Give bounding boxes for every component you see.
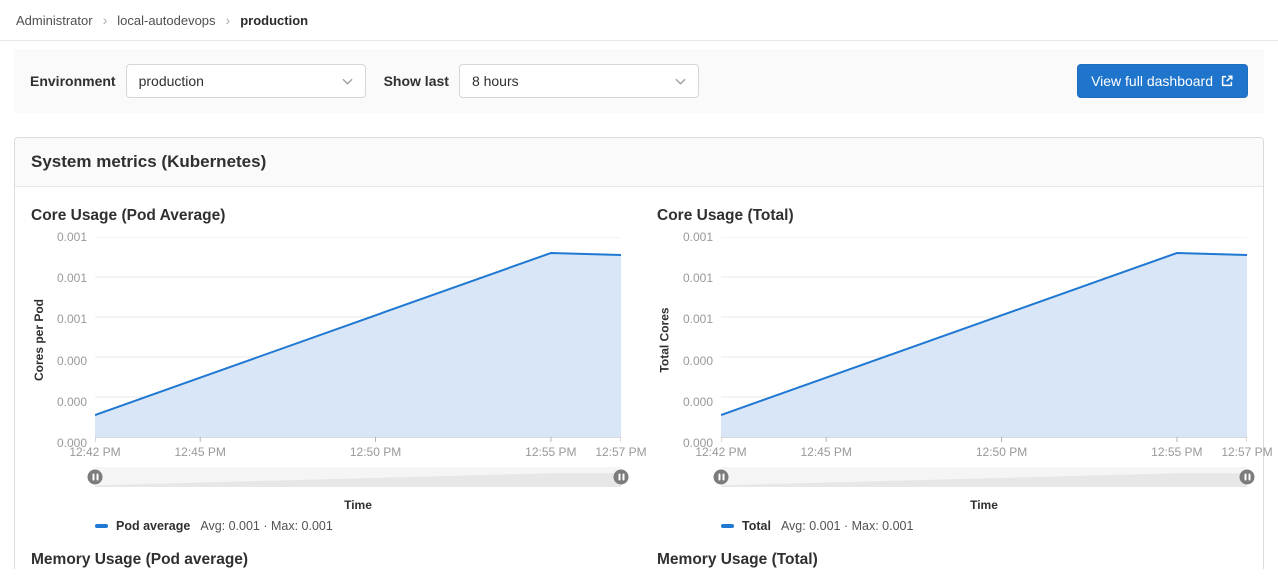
pause-icon: [718, 473, 720, 481]
y-tick-label: 0.001: [56, 312, 87, 327]
legend-series-stats: Avg: 0.001 · Max: 0.001: [200, 519, 333, 533]
y-tick-label: 0.000: [56, 394, 87, 409]
legend[interactable]: Pod average Avg: 0.001 · Max: 0.001: [95, 519, 621, 533]
pause-icon: [1244, 473, 1246, 481]
chart-core-usage-pod-average: Core Usage (Pod Average) Cores per Pod 0…: [31, 203, 647, 569]
slider-overview: [95, 473, 621, 487]
view-full-dashboard-button[interactable]: View full dashboard: [1077, 64, 1248, 98]
slider-handle-left[interactable]: [87, 469, 103, 485]
environment-label: Environment: [30, 73, 116, 89]
x-axis-tick-labels: 12:42 PM 12:45 PM 12:50 PM 12:55 PM 12:57 PM: [695, 445, 1272, 460]
next-chart-title-left: Memory Usage (Pod average): [31, 551, 249, 568]
pause-icon: [1248, 473, 1250, 481]
chart-title: Core Usage (Pod Average): [31, 207, 226, 224]
show-last-select-value: 8 hours: [471, 73, 519, 89]
breadcrumb-item-administrator[interactable]: Administrator: [16, 12, 93, 28]
y-tick-label: 0.000: [682, 394, 713, 409]
system-metrics-panel: System metrics (Kubernetes) Core Usage (…: [14, 137, 1273, 569]
chevron-down-icon: [342, 78, 353, 85]
plot-area[interactable]: [721, 237, 1247, 443]
pause-icon: [622, 473, 624, 481]
x-tick-label: 12:57 PM: [595, 445, 647, 459]
breadcrumb-separator-icon: ›: [102, 12, 108, 28]
y-tick-label: 0.000: [682, 435, 713, 450]
pause-icon: [92, 473, 94, 481]
range-slider[interactable]: [713, 467, 1255, 487]
plot-area[interactable]: [95, 237, 621, 443]
x-axis-title: Time: [344, 498, 372, 512]
pause-icon: [722, 473, 724, 481]
pause-icon: [618, 473, 620, 481]
y-axis-tick-labels: 0.001 0.001 0.001 0.000 0.000 0.000: [47, 230, 95, 450]
legend-series-name: Total: [742, 519, 771, 533]
x-tick-label: 12:55 PM: [1151, 445, 1203, 459]
y-tick-label: 0.000: [682, 353, 713, 368]
x-tick-label: 12:45 PM: [800, 445, 852, 459]
panel-title: System metrics (Kubernetes): [15, 138, 1263, 187]
legend-swatch: [95, 524, 108, 528]
breadcrumb-item-environment: production: [240, 12, 309, 28]
y-tick-label: 0.001: [56, 271, 87, 286]
y-tick-label: 0.000: [56, 353, 87, 368]
next-chart-title-right: Memory Usage (Total): [657, 551, 818, 568]
slider-overview: [721, 473, 1247, 487]
legend[interactable]: Total Avg: 0.001 · Max: 0.001: [721, 519, 1247, 533]
x-axis-title: Time: [970, 498, 998, 512]
y-tick-label: 0.001: [682, 230, 713, 244]
y-tick-label: 0.001: [56, 230, 87, 244]
environment-select-value: production: [138, 73, 204, 89]
chevron-down-icon: [675, 78, 686, 85]
y-tick-label: 0.001: [682, 312, 713, 327]
pause-icon: [96, 473, 98, 481]
chart-title: Core Usage (Total): [657, 207, 794, 224]
x-tick-label: 12:50 PM: [349, 445, 402, 459]
y-axis-tick-labels: 0.001 0.001 0.001 0.000 0.000 0.000: [673, 230, 721, 450]
y-tick-label: 0.000: [56, 435, 87, 450]
chart-core-usage-total: Core Usage (Total) Total Cores 0.001 0.00…: [657, 203, 1273, 569]
x-tick-label: 12:55 PM: [525, 445, 577, 459]
slider-handle-right[interactable]: [1239, 469, 1255, 485]
range-slider[interactable]: [87, 467, 629, 487]
environment-select[interactable]: production: [125, 64, 366, 98]
x-tick-label: 12:50 PM: [975, 445, 1028, 459]
x-axis-tick-labels: 12:42 PM 12:45 PM 12:50 PM 12:55 PM 12:57 PM: [69, 445, 646, 460]
x-tick-label: 12:57 PM: [1221, 445, 1273, 459]
legend-series-name: Pod average: [116, 519, 191, 533]
show-last-label: Show last: [383, 73, 449, 89]
y-axis-title: Total Cores: [658, 307, 672, 373]
panel-body: Core Usage (Pod Average) Cores per Pod 0…: [15, 187, 1273, 569]
x-tick-label: 12:42 PM: [69, 445, 121, 459]
legend-series-stats: Avg: 0.001 · Max: 0.001: [780, 519, 914, 533]
x-tick-label: 12:42 PM: [695, 445, 747, 459]
breadcrumb-item-project[interactable]: local-autodevops: [117, 12, 216, 28]
filter-bar: Environment production Show last 8 hours…: [14, 49, 1264, 113]
x-tick-label: 12:45 PM: [174, 445, 226, 459]
slider-handle-left[interactable]: [713, 469, 729, 485]
show-last-select[interactable]: 8 hours: [458, 64, 699, 98]
view-full-dashboard-label: View full dashboard: [1091, 73, 1213, 89]
breadcrumb: Administrator › local-autodevops › produ…: [0, 0, 1278, 41]
y-tick-label: 0.001: [682, 271, 713, 286]
slider-handle-right[interactable]: [613, 469, 629, 485]
legend-swatch: [721, 524, 734, 528]
external-link-icon: [1221, 75, 1233, 87]
breadcrumb-separator-icon: ›: [225, 12, 231, 28]
y-axis-title: Cores per Pod: [32, 298, 46, 382]
